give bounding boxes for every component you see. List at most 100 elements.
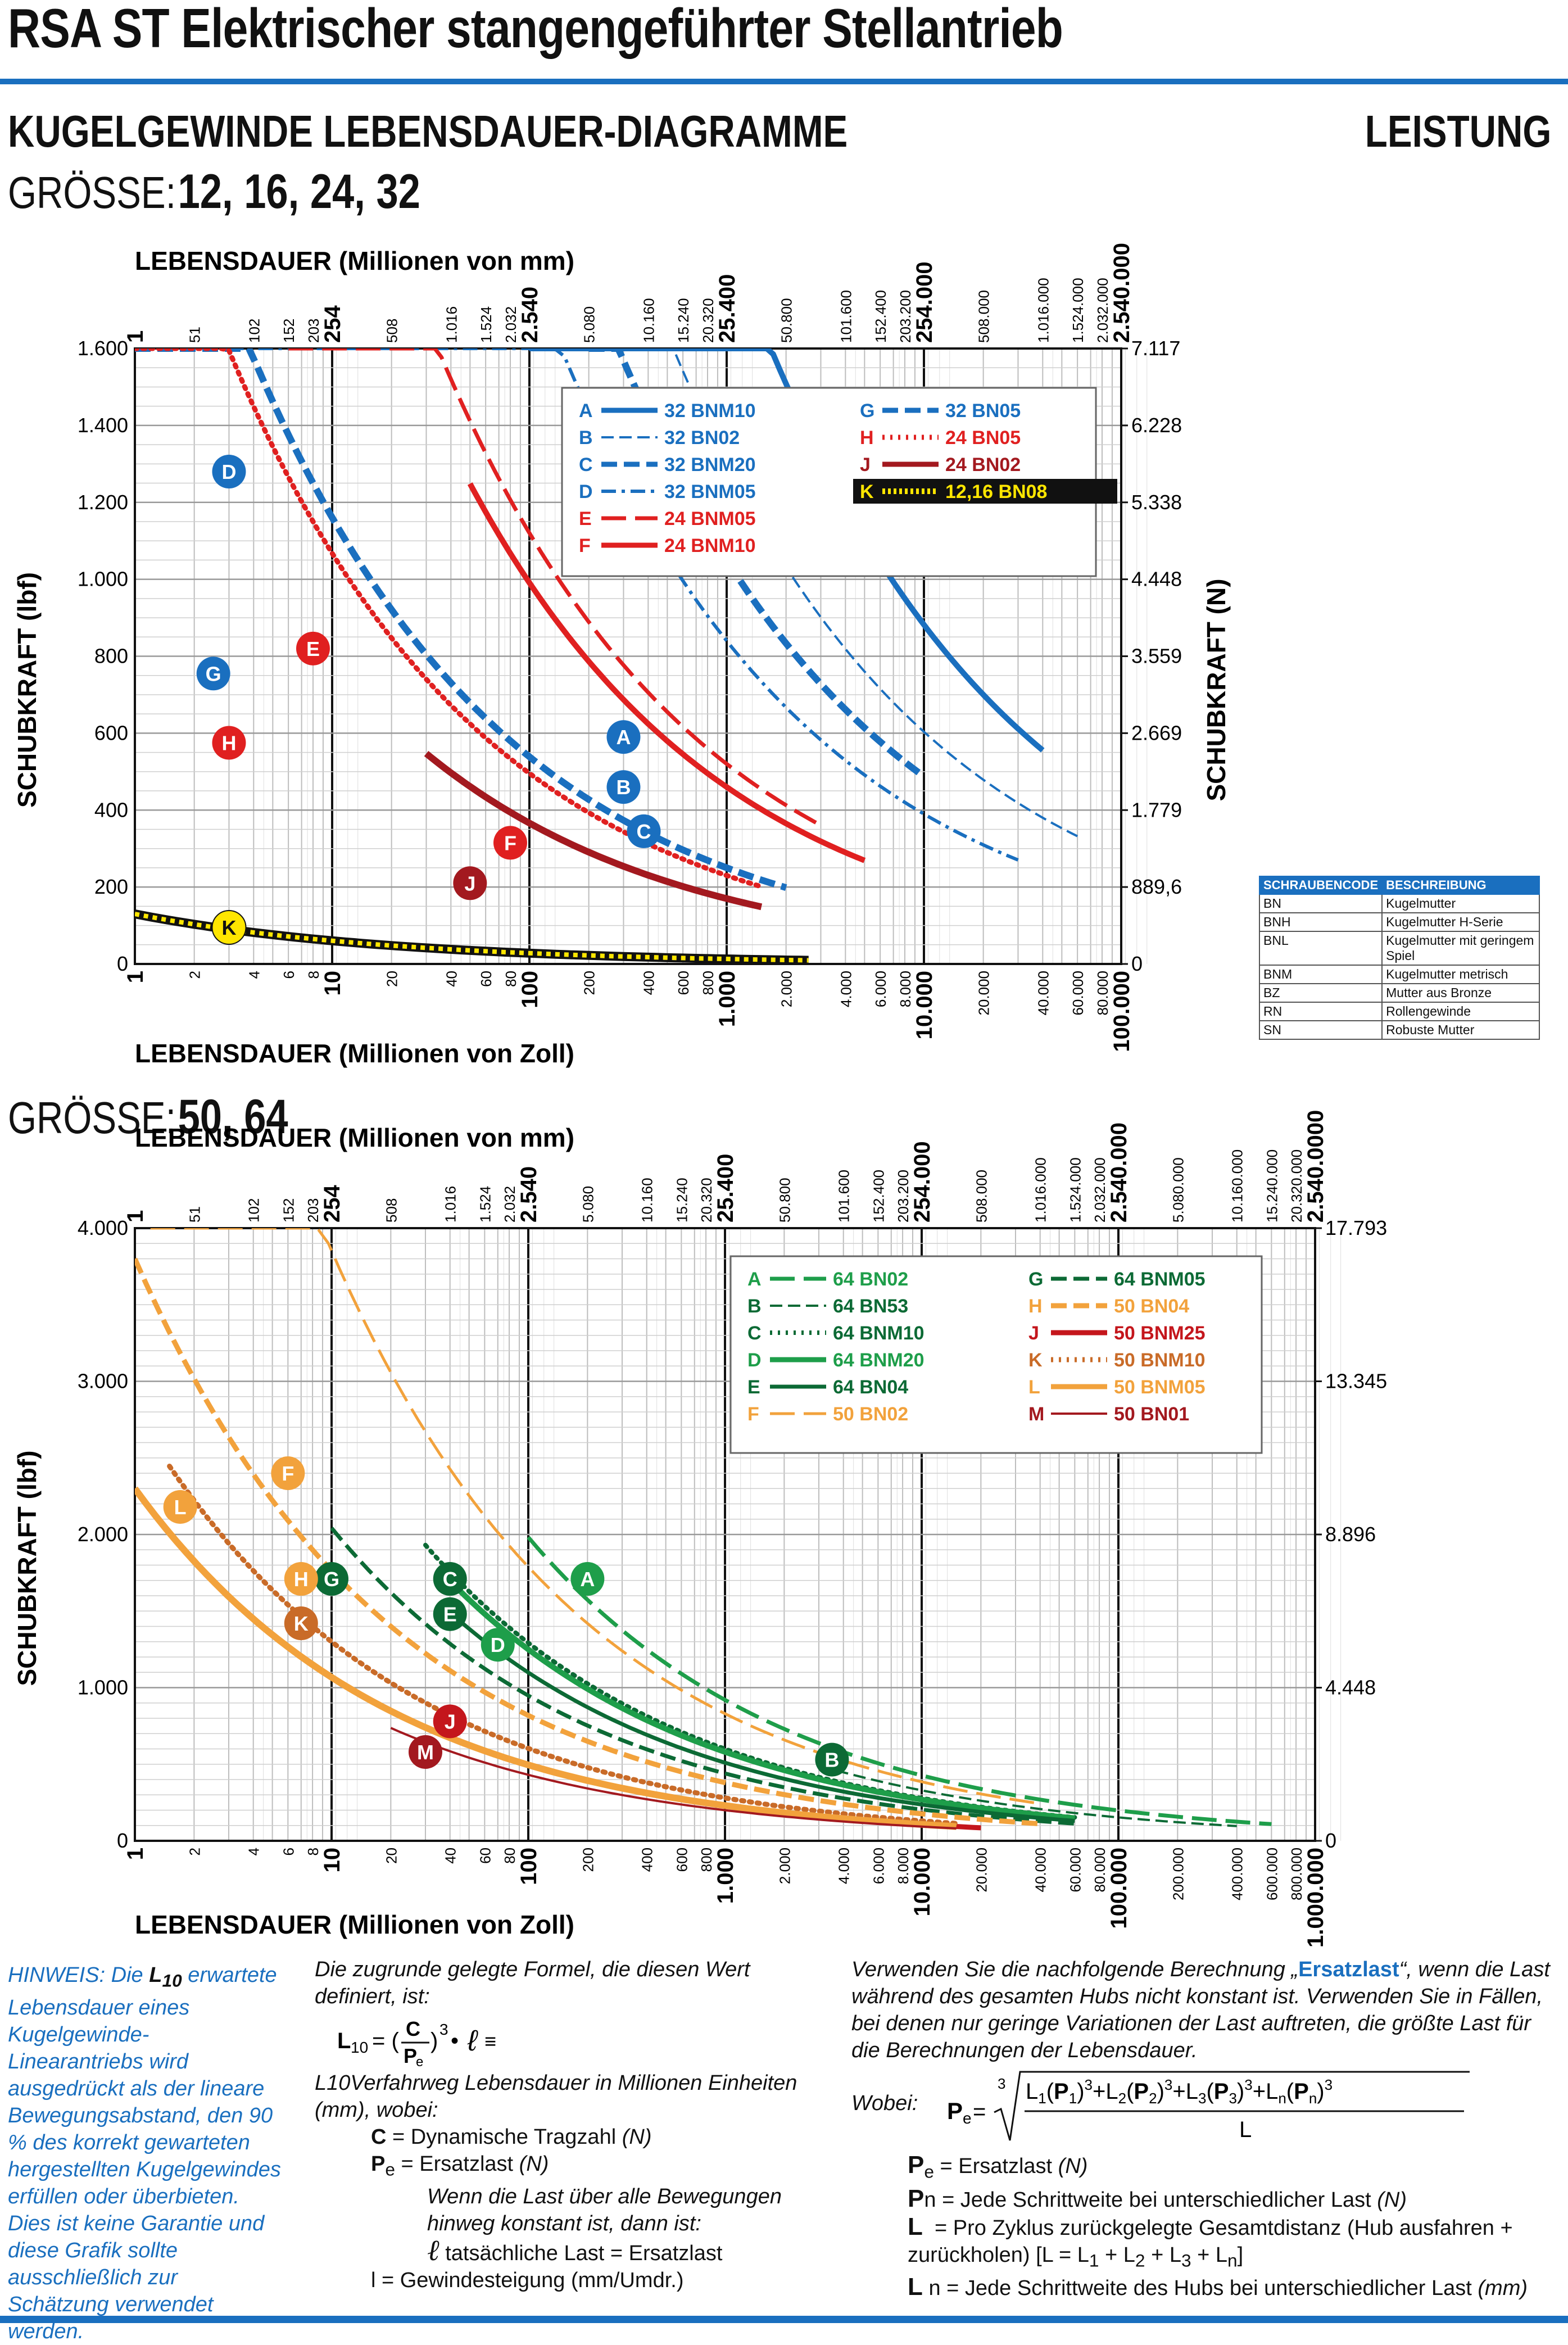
eq-pn-row: Pn = Jede Schrittweite bei unterschiedli… bbox=[908, 2184, 1407, 2212]
x2-tick-label: 2.540.000 bbox=[1107, 1122, 1131, 1223]
series-marker-label: H bbox=[221, 731, 236, 754]
series-marker-label: F bbox=[504, 831, 516, 854]
x-tick-label: 800.000 bbox=[1288, 1848, 1305, 1900]
legend-label: 24 BNM10 bbox=[664, 535, 756, 556]
x2-tick-label: 254.000 bbox=[912, 261, 937, 343]
legend-label: 50 BNM25 bbox=[1114, 1323, 1206, 1344]
legend-letter: F bbox=[579, 535, 591, 556]
x2-tick-label: 203 bbox=[305, 1198, 321, 1223]
series-line-G bbox=[330, 1527, 1075, 1826]
equivalent-load-block: Verwenden Sie die nachfolgende Berechnun… bbox=[851, 1956, 1562, 2302]
x2-tick-label: 1.016.000 bbox=[1032, 1157, 1049, 1223]
x-tick-label: 8.000 bbox=[897, 971, 914, 1007]
series-marker-label: M bbox=[417, 1741, 434, 1764]
x2-tick-label: 2.540 bbox=[518, 287, 542, 343]
svg-text:=: = bbox=[973, 2099, 986, 2124]
legend-letter: K bbox=[860, 481, 874, 503]
x2-tick-label: 102 bbox=[246, 1198, 262, 1223]
y-axis-label: SCHUBKRAFT (lbf) bbox=[12, 572, 42, 808]
series-marker-D bbox=[481, 1628, 515, 1662]
legend-letter: M bbox=[1028, 1404, 1044, 1425]
x-tick-label: 4 bbox=[246, 971, 262, 979]
legend-label: 50 BNM05 bbox=[1114, 1377, 1206, 1398]
size-heading-2: GRÖSSE: 50, 64 bbox=[8, 1089, 288, 1145]
svg-text:10: 10 bbox=[351, 2039, 368, 2056]
x2-tick-label: 10.160.000 bbox=[1229, 1149, 1246, 1223]
y2-tick-label: 1.779 bbox=[1131, 798, 1182, 821]
hint-note: HINWEIS: Die L10 erwartete Lebensdauer e… bbox=[8, 1962, 283, 2345]
x2-tick-label: 50.800 bbox=[776, 1178, 793, 1223]
y2-tick-label: 8.896 bbox=[1325, 1523, 1376, 1546]
table-row: BNM Kugelmutter metrisch bbox=[1258, 965, 1540, 984]
series-marker-H bbox=[284, 1562, 318, 1596]
x2-tick-label: 254 bbox=[320, 305, 345, 343]
legend-label: 64 BNM10 bbox=[833, 1323, 925, 1344]
x-tick-label: 400.000 bbox=[1229, 1848, 1246, 1900]
svg-text:L1(P1)3+L2(P2)3+L3(P3)3+Ln(Pn): L1(P1)3+L2(P2)3+L3(P3)3+Ln(Pn)3 bbox=[1026, 2076, 1333, 2107]
legend-label: 64 BN53 bbox=[833, 1296, 908, 1317]
x-tick-label: 8 bbox=[305, 1848, 321, 1855]
hint-prefix: HINWEIS: Die bbox=[8, 1963, 149, 1987]
x2-tick-label: 15.240.000 bbox=[1263, 1149, 1280, 1223]
x-tick-label: 600 bbox=[675, 971, 692, 995]
x-tick-label: 10.000 bbox=[912, 971, 937, 1039]
page-title: RSA ST Elektrischer stangengeführter Ste… bbox=[8, 0, 1063, 59]
x-tick-label: 40.000 bbox=[1035, 971, 1052, 1016]
x-tick-label: 1.000 bbox=[713, 1848, 738, 1904]
legend-label: 64 BN02 bbox=[833, 1269, 908, 1290]
x-tick-label: 80 bbox=[501, 1848, 518, 1864]
y-tick-label: 1.600 bbox=[78, 337, 128, 360]
series-line-F bbox=[467, 482, 866, 863]
svg-text:≡: ≡ bbox=[484, 2030, 496, 2053]
y2-tick-label: 6.228 bbox=[1131, 414, 1182, 437]
x2-tick-label: 1.524.000 bbox=[1067, 1157, 1084, 1223]
series-marker-label: E bbox=[443, 1603, 457, 1626]
x2-axis-label: LEBENSDAUER (Millionen von mm) bbox=[135, 1123, 574, 1152]
series-marker-label: G bbox=[324, 1568, 339, 1591]
x-tick-label: 4.000 bbox=[837, 971, 854, 1007]
x2-tick-label: 20.320 bbox=[698, 1178, 715, 1223]
series-marker-D bbox=[212, 455, 246, 488]
table-header: SCHRAUBENCODE bbox=[1258, 876, 1383, 895]
l10-definition: L10Verfahrweg Lebensdauer in Millionen E… bbox=[315, 2071, 797, 2122]
y2-tick-label: 0 bbox=[1131, 952, 1143, 975]
x2-tick-label: 508 bbox=[383, 1198, 400, 1223]
screw-code-table: SCHRAUBENCODE BESCHREIBUNG BN Kugelmutter… bbox=[1258, 876, 1540, 1040]
x-tick-label: 600.000 bbox=[1263, 1848, 1280, 1900]
series-marker-K bbox=[211, 909, 247, 945]
x-tick-label: 80 bbox=[502, 971, 519, 987]
y-tick-label: 0 bbox=[117, 1829, 128, 1852]
y2-ticks: 0 4.448 8.896 13.345 17.793 bbox=[1325, 1216, 1387, 1852]
x2-tick-label: 15.240 bbox=[673, 1178, 690, 1223]
x2-tick-label: 152 bbox=[280, 319, 297, 343]
legend-letter: B bbox=[747, 1296, 762, 1317]
x2-tick-label: 203.200 bbox=[897, 290, 914, 343]
legend-letter: H bbox=[860, 427, 874, 449]
x-tick-label: 40 bbox=[443, 971, 460, 987]
series-marker-M bbox=[408, 1735, 442, 1769]
series-line-B bbox=[818, 1764, 1237, 1827]
series-marker-H bbox=[212, 726, 246, 760]
legend-label: 50 BNM10 bbox=[1114, 1350, 1206, 1371]
legend-label: 12,16 BN08 bbox=[945, 481, 1047, 503]
formula-intro: Die zugrunde gelegte Formel, die diesen … bbox=[315, 1958, 750, 2008]
x2-tick-label: 254 bbox=[320, 1185, 345, 1223]
size-label: GRÖSSE: bbox=[8, 168, 176, 218]
legend-box bbox=[729, 1255, 1263, 1454]
y-tick-label: 3.000 bbox=[78, 1370, 128, 1393]
x2-tick-label: 152.400 bbox=[872, 290, 889, 343]
x2-tick-label: 20.320 bbox=[700, 298, 717, 343]
x-tick-label: 100.000 bbox=[1107, 1848, 1131, 1929]
table-cell: BNH bbox=[1258, 912, 1383, 932]
x2-tick-label: 2.032 bbox=[501, 1186, 518, 1223]
y-ticks: 0 1.000 2.000 3.000 4.000 bbox=[78, 1216, 1322, 1852]
legend-highlight bbox=[853, 479, 1117, 504]
x-tick-label: 8 bbox=[305, 971, 322, 979]
series-marker-C bbox=[433, 1562, 467, 1596]
table-cell: Kugelmutter bbox=[1381, 894, 1540, 913]
legend-letter: F bbox=[747, 1404, 759, 1425]
table-cell: BZ bbox=[1258, 983, 1383, 1003]
